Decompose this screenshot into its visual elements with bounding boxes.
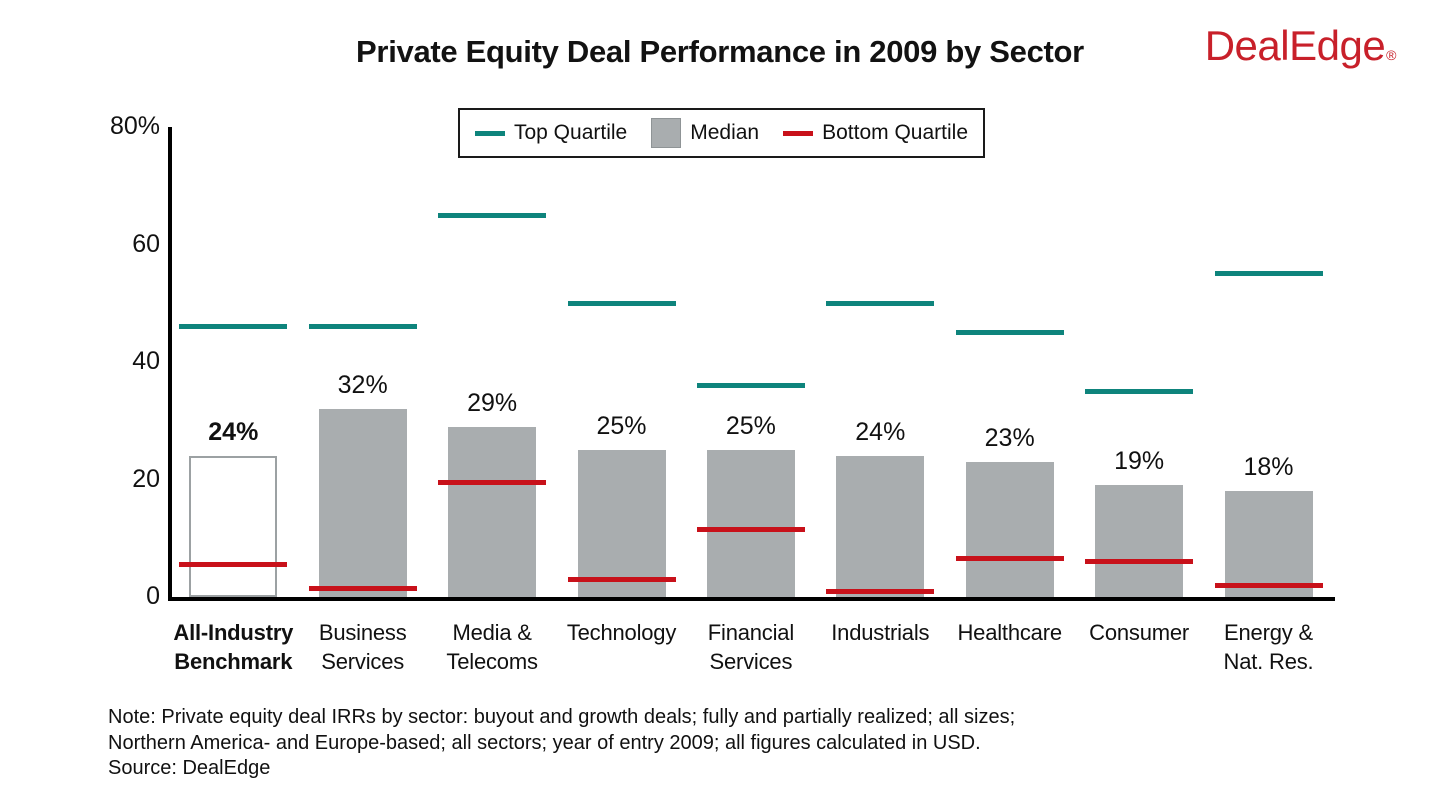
legend-item: Top Quartile bbox=[474, 121, 628, 145]
y-axis-tick-label: 80% bbox=[109, 112, 160, 140]
top-quartile-swatch bbox=[474, 130, 505, 136]
category-label: Consumer bbox=[1059, 618, 1219, 647]
logo-text: DealEdge bbox=[1204, 22, 1386, 69]
category-label: All-Industry Benchmark bbox=[153, 618, 313, 676]
footnote-line: Note: Private equity deal IRRs by sector… bbox=[108, 706, 1016, 728]
y-axis-tick-label: 60 bbox=[132, 229, 160, 258]
chart-title: Private Equity Deal Performance in 2009 … bbox=[356, 34, 1084, 69]
category-label: Industrials bbox=[800, 618, 960, 647]
category-label-line: Industrials bbox=[831, 620, 930, 645]
bottom-quartile-swatch bbox=[783, 130, 814, 136]
registered-trademark-icon: ® bbox=[1386, 47, 1396, 63]
top-quartile-line bbox=[438, 212, 547, 218]
footnote: Note: Private equity deal IRRs by sector… bbox=[108, 705, 1015, 782]
category-label-line: Financial bbox=[707, 620, 795, 645]
median-bar bbox=[836, 456, 925, 597]
category-label: Media & Telecoms bbox=[412, 618, 572, 676]
bottom-quartile-line bbox=[438, 479, 547, 485]
category-label: Healthcare bbox=[930, 618, 1090, 647]
x-axis-labels: All-Industry Benchmark Business Services Med… bbox=[172, 618, 1335, 690]
y-axis-tick-label: 40 bbox=[132, 347, 160, 375]
dealedge-logo: DealEdge® bbox=[1204, 22, 1397, 70]
median-bar bbox=[448, 426, 537, 597]
median-value-label: 29% bbox=[467, 388, 518, 417]
bottom-quartile-line bbox=[567, 576, 676, 582]
median-bar bbox=[965, 461, 1054, 597]
category-label-line: Telecoms bbox=[446, 649, 538, 674]
top-quartile-line bbox=[308, 324, 417, 330]
bottom-quartile-line bbox=[696, 526, 805, 532]
top-quartile-line bbox=[696, 383, 805, 388]
median-bar bbox=[1095, 485, 1184, 597]
y-axis-tick-label: 0 bbox=[146, 582, 160, 610]
top-quartile-line bbox=[1085, 388, 1194, 394]
category-label-line: Healthcare bbox=[957, 620, 1062, 645]
legend-label: Bottom Quartile bbox=[822, 121, 969, 144]
category-label: Technology bbox=[542, 618, 702, 647]
category-label: Business Services bbox=[283, 618, 443, 676]
median-value-label: 32% bbox=[337, 371, 388, 399]
category-label-line: Technology bbox=[566, 620, 677, 645]
legend-item: Bottom Quartile bbox=[783, 121, 968, 145]
median-bar bbox=[318, 409, 407, 597]
category-label-line: Energy & bbox=[1224, 620, 1313, 645]
median-value-label: 19% bbox=[1114, 447, 1165, 476]
category-label-line: Benchmark bbox=[174, 649, 293, 674]
benchmark-median-bar bbox=[189, 456, 278, 597]
category-label-line: Consumer bbox=[1089, 620, 1190, 645]
top-quartile-line bbox=[1214, 271, 1323, 277]
category-label-line: All-Industry bbox=[173, 620, 294, 645]
median-bar bbox=[1224, 491, 1313, 597]
chart-legend: Top Quartile Median Bottom Quartile bbox=[458, 108, 985, 158]
median-value-label: 25% bbox=[725, 412, 776, 441]
median-value-label: 25% bbox=[596, 412, 647, 441]
category-label-line: Nat. Res. bbox=[1223, 649, 1314, 674]
top-quartile-line bbox=[826, 300, 935, 306]
median-value-label: 23% bbox=[984, 423, 1035, 452]
footnote-line: Northern America- and Europe-based; all … bbox=[108, 731, 981, 754]
category-label-line: Services bbox=[321, 649, 405, 674]
bottom-quartile-line bbox=[179, 562, 288, 568]
top-quartile-line bbox=[179, 324, 288, 330]
category-label: Energy & Nat. Res. bbox=[1189, 618, 1349, 676]
median-bar bbox=[577, 450, 666, 597]
plot-area: 24% 32% 29% 25% 25% 24% 23% 19% 18% bbox=[168, 127, 1335, 601]
category-label-line: Business bbox=[318, 620, 407, 645]
bottom-quartile-line bbox=[826, 588, 935, 594]
top-quartile-line bbox=[567, 300, 676, 306]
legend-label: Top Quartile bbox=[513, 121, 628, 144]
legend-label: Median bbox=[690, 121, 760, 144]
bottom-quartile-line bbox=[1085, 559, 1194, 565]
bottom-quartile-line bbox=[955, 556, 1064, 562]
source-line: Source: DealEdge bbox=[108, 757, 271, 779]
bottom-quartile-line bbox=[308, 585, 417, 591]
median-value-label: 24% bbox=[855, 418, 906, 446]
top-quartile-line bbox=[955, 330, 1064, 336]
bottom-quartile-line bbox=[1214, 582, 1323, 588]
legend-item: Median bbox=[651, 118, 759, 148]
category-label-line: Services bbox=[709, 649, 793, 674]
median-bar bbox=[706, 450, 795, 597]
median-swatch bbox=[651, 118, 682, 148]
median-value-label: 18% bbox=[1243, 453, 1294, 482]
median-value-label: 24% bbox=[208, 418, 259, 446]
category-label: Financial Services bbox=[671, 618, 831, 676]
y-axis-tick-label: 20 bbox=[132, 464, 160, 493]
category-label-line: Media & bbox=[452, 620, 532, 645]
